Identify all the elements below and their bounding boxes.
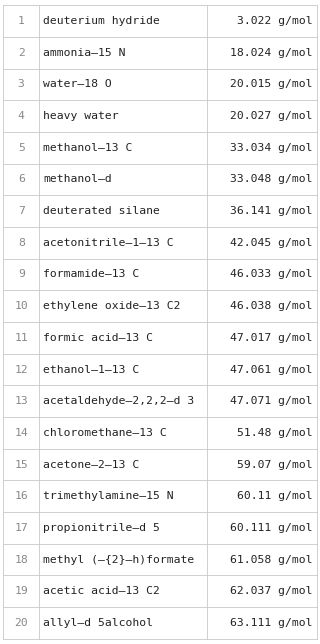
Text: methanol–d: methanol–d (43, 175, 112, 184)
Text: acetonitrile–1–13 C: acetonitrile–1–13 C (43, 238, 174, 248)
Text: 20.015 g/mol: 20.015 g/mol (230, 79, 313, 90)
Text: 18.024 g/mol: 18.024 g/mol (230, 48, 313, 58)
Text: acetone–2–13 C: acetone–2–13 C (43, 460, 139, 469)
Text: 60.111 g/mol: 60.111 g/mol (230, 523, 313, 533)
Text: 63.111 g/mol: 63.111 g/mol (230, 618, 313, 628)
Text: 60.11 g/mol: 60.11 g/mol (237, 491, 313, 501)
Text: 9: 9 (18, 269, 25, 279)
Text: 33.034 g/mol: 33.034 g/mol (230, 143, 313, 153)
Text: deuterium hydride: deuterium hydride (43, 16, 160, 26)
Text: formamide–13 C: formamide–13 C (43, 269, 139, 279)
Text: 6: 6 (18, 175, 25, 184)
Text: 18: 18 (14, 554, 28, 565)
Text: 1: 1 (18, 16, 25, 26)
Text: 3.022 g/mol: 3.022 g/mol (237, 16, 313, 26)
Text: 62.037 g/mol: 62.037 g/mol (230, 586, 313, 596)
Text: propionitrile–d 5: propionitrile–d 5 (43, 523, 160, 533)
Text: 47.071 g/mol: 47.071 g/mol (230, 396, 313, 406)
Text: 46.033 g/mol: 46.033 g/mol (230, 269, 313, 279)
Text: 12: 12 (14, 365, 28, 375)
Text: ethanol–1–13 C: ethanol–1–13 C (43, 365, 139, 375)
Text: 61.058 g/mol: 61.058 g/mol (230, 554, 313, 565)
Text: 36.141 g/mol: 36.141 g/mol (230, 206, 313, 216)
Text: 59.07 g/mol: 59.07 g/mol (237, 460, 313, 469)
Text: water–18 O: water–18 O (43, 79, 112, 90)
Text: 7: 7 (18, 206, 25, 216)
Text: heavy water: heavy water (43, 111, 119, 121)
Text: 2: 2 (18, 48, 25, 58)
Text: methyl (–{2}–h)formate: methyl (–{2}–h)formate (43, 554, 194, 565)
Text: 47.061 g/mol: 47.061 g/mol (230, 365, 313, 375)
Text: 11: 11 (14, 333, 28, 343)
Text: 13: 13 (14, 396, 28, 406)
Text: trimethylamine–15 N: trimethylamine–15 N (43, 491, 174, 501)
Text: 8: 8 (18, 238, 25, 248)
Text: 51.48 g/mol: 51.48 g/mol (237, 428, 313, 438)
Text: 20.027 g/mol: 20.027 g/mol (230, 111, 313, 121)
Text: formic acid–13 C: formic acid–13 C (43, 333, 153, 343)
Text: 10: 10 (14, 301, 28, 311)
Text: 17: 17 (14, 523, 28, 533)
Text: allyl–d 5alcohol: allyl–d 5alcohol (43, 618, 153, 628)
Text: 3: 3 (18, 79, 25, 90)
Text: 46.038 g/mol: 46.038 g/mol (230, 301, 313, 311)
Text: 20: 20 (14, 618, 28, 628)
Text: 15: 15 (14, 460, 28, 469)
Text: methanol–13 C: methanol–13 C (43, 143, 132, 153)
Text: ethylene oxide–13 C2: ethylene oxide–13 C2 (43, 301, 180, 311)
Text: 42.045 g/mol: 42.045 g/mol (230, 238, 313, 248)
Text: 16: 16 (14, 491, 28, 501)
Text: 19: 19 (14, 586, 28, 596)
Text: acetaldehyde–2,2,2–d 3: acetaldehyde–2,2,2–d 3 (43, 396, 194, 406)
Text: acetic acid–13 C2: acetic acid–13 C2 (43, 586, 160, 596)
Text: deuterated silane: deuterated silane (43, 206, 160, 216)
Text: 14: 14 (14, 428, 28, 438)
Text: 4: 4 (18, 111, 25, 121)
Text: chloromethane–13 C: chloromethane–13 C (43, 428, 167, 438)
Text: 47.017 g/mol: 47.017 g/mol (230, 333, 313, 343)
Text: ammonia–15 N: ammonia–15 N (43, 48, 126, 58)
Text: 5: 5 (18, 143, 25, 153)
Text: 33.048 g/mol: 33.048 g/mol (230, 175, 313, 184)
